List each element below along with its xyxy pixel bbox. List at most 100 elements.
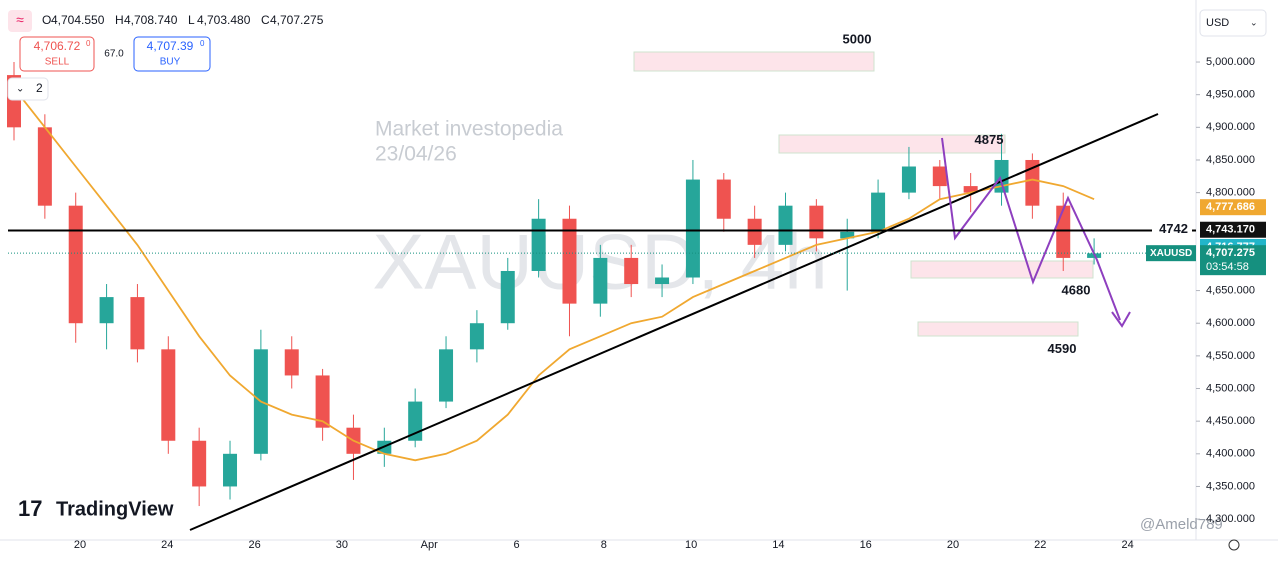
candle-body [284,349,299,376]
last-symbol-tag [1146,245,1196,262]
watermark-author: Market investopedia [375,118,563,141]
candle-body [747,218,762,245]
candle-body [130,297,145,350]
candle-body [901,166,916,193]
indicator-count: 2 [36,81,43,95]
last-price-tag [1200,245,1266,276]
ohlc-key: H [115,13,124,27]
candle-body [840,231,855,239]
annotation: 5000 [843,31,872,46]
candle-body [809,205,824,239]
candle-body [223,453,238,487]
candle-body [439,349,454,402]
price-tag [1200,221,1266,238]
y-tick-label: 4,600.000 [1206,317,1255,329]
level-label: 4742 [1159,221,1188,236]
chevron: ⌄ [16,84,24,95]
candle-body [655,277,670,285]
ohlc-value: 4,708.740 [124,13,178,27]
symbol-icon-bg [8,10,32,32]
x-tick-label: 10 [685,539,697,551]
candle-body [161,349,176,441]
y-tick-label: 4,850.000 [1206,154,1255,166]
spread: 67.0 [104,49,124,60]
ohlc-key: O [42,13,51,27]
x-tick-label: 26 [248,539,260,551]
ohlc-value: 4,707.275 [270,13,324,27]
last-price-label: 4,707.275 [1206,247,1255,259]
candle-body [871,192,886,232]
level-label-bg [1152,221,1192,238]
y-tick-label: 4,500.000 [1206,382,1255,394]
candle-body [932,166,947,187]
x-tick-label: 24 [1121,539,1133,551]
candle-body [469,323,484,350]
y-tick-label: 4,350.000 [1206,480,1255,492]
indicator-toggle[interactable] [7,77,49,101]
candle-body [37,127,52,206]
zone [910,260,1094,279]
logo: TradingView [56,498,174,520]
candle-body [685,179,700,278]
x-tick-label: 14 [772,539,784,551]
settings-icon[interactable] [1228,539,1240,551]
x-tick-label: 22 [1034,539,1046,551]
currency-button[interactable] [1199,9,1267,37]
candle-body [500,270,515,324]
moving-average [13,87,1095,462]
y-tick-label: 4,800.000 [1206,187,1255,199]
annotation: 4590 [1048,341,1077,356]
x-tick-label: 20 [74,539,86,551]
chevron: ⌄ [1250,17,1258,27]
buy-label: BUY [160,57,181,68]
candle-body [1025,159,1040,206]
x-tick-label: Apr [421,539,438,551]
x-tick-label: 24 [161,539,173,551]
price-tag-label: 4,743.170 [1206,224,1255,236]
candle-body [716,179,731,219]
annotation: 4680 [1062,282,1091,297]
projection-arrow [1111,311,1131,328]
ohlc-key: C [261,13,270,27]
countdown: 03:54:58 [1206,261,1249,273]
x-tick-label: 20 [947,539,959,551]
annotation: 4875 [975,132,1004,147]
projection-path [941,137,1121,321]
candle-body [624,257,639,285]
zone [917,321,1079,337]
y-tick-label: 4,950.000 [1206,89,1255,101]
ohlc-key: L [188,13,195,27]
y-tick-label: 4,300.000 [1206,513,1255,525]
ohlc-value: 4,703.480 [197,13,251,27]
credit: @Ameld789 [1140,516,1223,533]
currency: USD [1206,17,1229,29]
sell-sup: 0 [86,39,91,48]
price-tag-label: 4,777.686 [1206,201,1255,213]
x-tick-label: 16 [860,539,872,551]
buy-button[interactable] [133,36,211,72]
candle-body [531,218,546,271]
watermark-date: 23/04/26 [375,143,457,166]
y-tick-label: 4,900.000 [1206,121,1255,133]
sell-label: SELL [45,57,70,68]
candle-body [778,205,793,245]
candle-body [99,297,114,324]
candle-body [315,375,330,428]
price-tag [1200,199,1266,216]
last-symbol: XAUUSD [1150,248,1192,259]
sell-price: 4,706.72 [34,39,81,53]
sell-button[interactable] [19,36,95,72]
zone [778,134,1006,154]
zone [633,51,875,72]
y-tick-label: 4,450.000 [1206,415,1255,427]
buy-sup: 0 [200,39,205,48]
y-tick-label: 4,650.000 [1206,284,1255,296]
candle-body [593,257,608,304]
candle-body [963,186,978,193]
y-tick-label: 5,000.000 [1206,56,1255,68]
candle-body [562,218,577,304]
logo-mark: 17 [18,496,42,521]
x-tick-label: 30 [336,539,348,551]
